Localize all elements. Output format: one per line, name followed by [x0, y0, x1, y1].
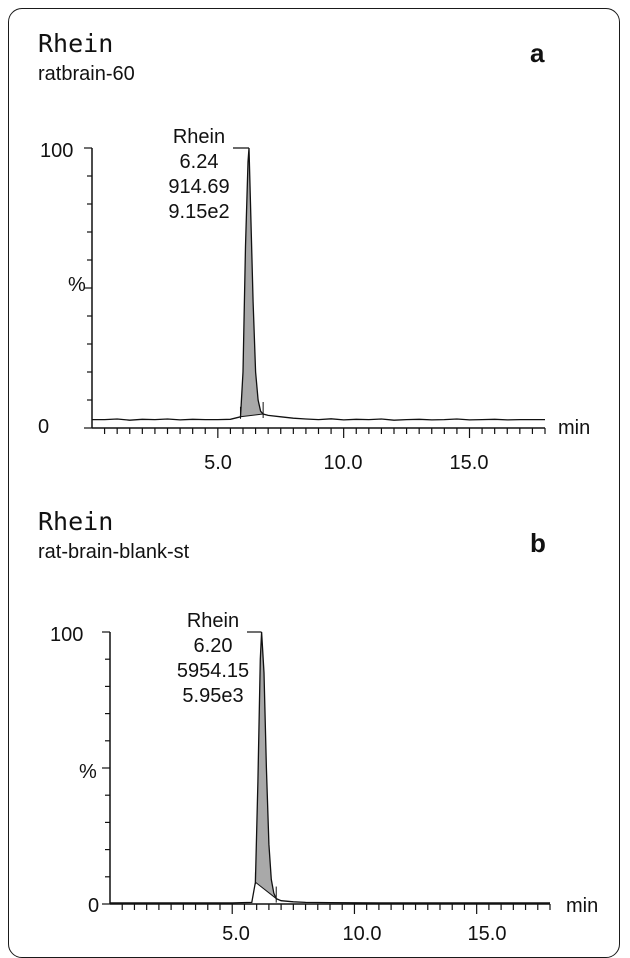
peak-height: 9.15e2	[168, 201, 229, 223]
peak-annotation: Rhein 6.24 914.69 9.15e2	[168, 126, 229, 223]
chromatogram-trace	[92, 147, 545, 421]
panel-letter: a	[530, 38, 545, 68]
peak-retention-time: 6.24	[180, 151, 219, 173]
x-axis-label: min	[566, 895, 598, 917]
panel-a: Rhein ratbrain-60 a Rhein 6.24 914.69 9.…	[38, 29, 590, 474]
sample-name: ratbrain-60	[38, 63, 135, 85]
y-tick-label-pct: %	[68, 274, 86, 296]
integration-baseline	[240, 413, 264, 418]
peak-height: 5.95e3	[182, 685, 243, 707]
compound-title: Rhein	[38, 29, 113, 58]
y-tick-label-100: 100	[40, 140, 73, 162]
y-tick-label-pct: %	[79, 761, 97, 783]
peak-area: 5954.15	[177, 660, 249, 682]
panel-letter: b	[530, 528, 546, 558]
peak-name: Rhein	[187, 610, 239, 632]
chromatogram-trace	[110, 631, 550, 904]
y-tick-label-0: 0	[38, 416, 49, 438]
y-tick-label-0: 0	[88, 895, 99, 917]
peak-retention-time: 6.20	[194, 635, 233, 657]
x-tick-label-5: 5.0	[222, 923, 250, 944]
integration-baseline	[255, 881, 277, 899]
x-tick-label-5: 5.0	[204, 452, 232, 474]
peak-name: Rhein	[173, 126, 225, 148]
x-tick-label-15: 15.0	[450, 452, 489, 474]
compound-title: Rhein	[38, 507, 113, 536]
peak-annotation: Rhein 6.20 5954.15 5.95e3	[177, 610, 249, 707]
x-tick-label-10: 10.0	[343, 923, 382, 944]
peak-area: 914.69	[168, 176, 229, 198]
sample-name: rat-brain-blank-st	[38, 541, 190, 563]
x-tick-label-15: 15.0	[468, 923, 507, 944]
x-axis-label: min	[558, 417, 590, 439]
panel-b: Rhein rat-brain-blank-st b Rhein 6.20 59…	[38, 507, 598, 944]
peak-fill	[240, 148, 264, 417]
y-tick-label-100: 100	[50, 624, 83, 646]
x-tick-label-10: 10.0	[324, 452, 363, 474]
